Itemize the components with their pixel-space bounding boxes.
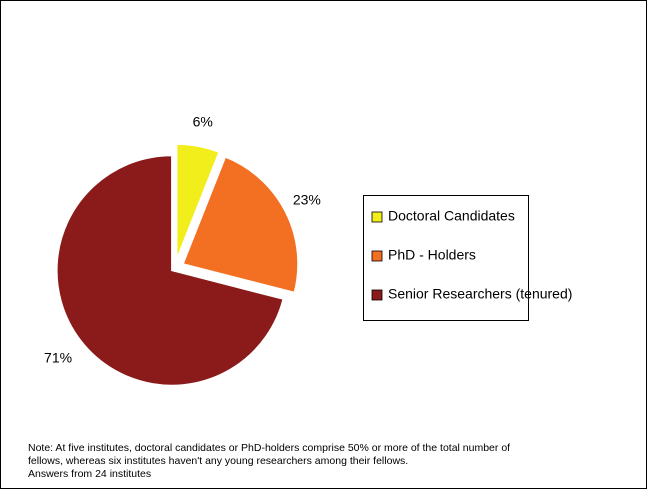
pie-slice — [175, 143, 220, 260]
note: Answers from 24 institutes — [28, 468, 151, 480]
legend-swatch — [371, 250, 383, 262]
legend-box — [363, 195, 529, 321]
plot: 6% 23% 71% Doctoral Candidates PhD - Holders… — [28, 113, 572, 479]
data-label: 71% — [44, 349, 72, 365]
legend-label: PhD - Holders — [388, 247, 476, 263]
pie-slice — [56, 154, 285, 387]
data-label: 6% — [193, 113, 213, 129]
legend-label: Senior Researchers (tenured) — [388, 286, 572, 302]
legend-label: Doctoral Candidates — [388, 208, 515, 224]
data-label: 23% — [293, 192, 321, 208]
note: Note: At five institutes, doctoral candi… — [28, 442, 510, 454]
pie-slice — [182, 156, 299, 294]
legend-swatch — [371, 289, 383, 301]
note: fellows, whereas six institutes haven't … — [28, 455, 408, 467]
legend-swatch — [371, 211, 383, 223]
